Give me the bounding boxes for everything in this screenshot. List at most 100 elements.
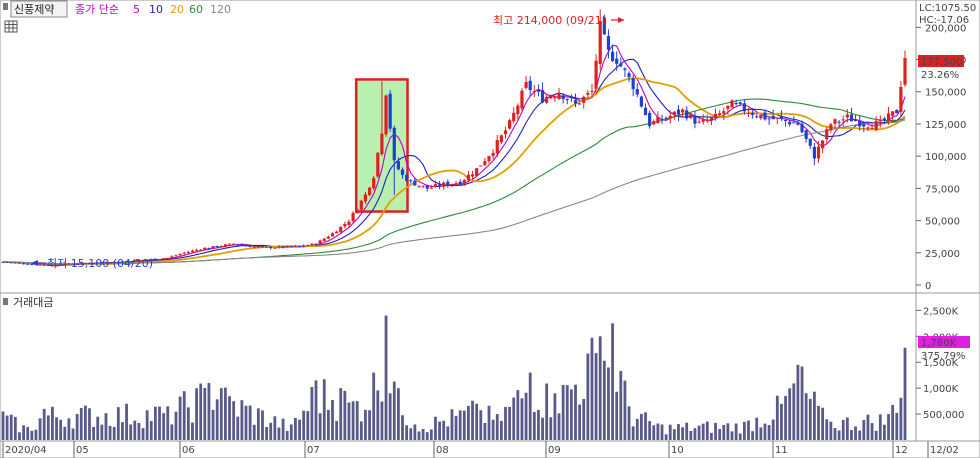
volume-bar (203, 387, 207, 440)
volume-bar (450, 409, 454, 440)
volume-bar (137, 422, 141, 440)
candle (680, 108, 685, 118)
volume-bar (248, 405, 252, 440)
candle (194, 248, 199, 252)
volume-bar (92, 426, 96, 440)
volume-bar (104, 413, 108, 440)
volume-bar (170, 424, 174, 440)
volume-bar (817, 405, 820, 440)
candle (116, 262, 120, 264)
candle (145, 259, 149, 261)
candle (5, 261, 9, 263)
candle (594, 54, 598, 95)
grid-icon[interactable] (4, 20, 18, 33)
candle (380, 81, 384, 156)
volume-bar (767, 425, 771, 440)
candle (606, 29, 611, 59)
candle (623, 67, 627, 77)
volume-bar (870, 423, 874, 440)
volume-bar (615, 391, 619, 440)
volume-bar (125, 403, 128, 440)
last-price-change: 23.26% (921, 70, 959, 81)
volume-bar (640, 413, 643, 440)
volume-bar (199, 383, 203, 440)
volume-bar (878, 414, 882, 440)
candle (269, 245, 273, 250)
volume-bar (145, 410, 149, 440)
volume-bar (491, 419, 495, 440)
candle (79, 262, 83, 264)
volume-bar (862, 420, 866, 440)
candle (771, 109, 775, 120)
candle (825, 126, 829, 144)
volume-bar (22, 425, 25, 440)
volume-bar (467, 406, 470, 440)
volume-bar (607, 367, 610, 440)
x-tick-label: 12 (895, 445, 908, 456)
candle (71, 263, 75, 265)
volume-bar (71, 428, 75, 440)
candle (816, 141, 821, 163)
volume-bar (277, 427, 281, 440)
candle (355, 207, 359, 214)
volume-bar (5, 415, 9, 440)
candle (388, 90, 392, 132)
candle (264, 246, 269, 248)
volume-bar (162, 413, 166, 440)
candle (314, 243, 318, 247)
ma-line-20 (2, 77, 906, 265)
stock-name-box[interactable] (10, 0, 68, 18)
volume-bars (1, 315, 907, 440)
volume-bar (742, 421, 746, 440)
volume-bar (302, 410, 306, 440)
candle (207, 247, 211, 249)
volume-bar (396, 388, 400, 440)
volume-bar (887, 414, 890, 440)
volume-bar (34, 429, 38, 440)
candle (516, 103, 520, 121)
volume-bar (438, 421, 441, 440)
volume-bar (759, 427, 763, 440)
candle (417, 185, 421, 188)
candle (149, 258, 153, 260)
volume-tick-label: 1,000K (923, 384, 959, 395)
volume-bar (446, 426, 450, 440)
candle (874, 116, 878, 132)
candle (409, 179, 413, 184)
volume-bar (780, 403, 783, 440)
candle (174, 254, 178, 257)
candle (429, 184, 433, 189)
volume-bar (289, 424, 293, 440)
candle (59, 264, 63, 267)
candle (792, 116, 796, 124)
volume-bar (788, 388, 792, 440)
candle (631, 74, 635, 97)
candle (759, 114, 763, 120)
volume-bar (689, 430, 693, 440)
candle (849, 107, 854, 122)
volume-bar (705, 421, 709, 440)
candle (565, 98, 569, 105)
volume-bar (376, 390, 380, 440)
volume-bar (631, 426, 635, 440)
candle (227, 243, 232, 245)
volume-bar (112, 426, 116, 440)
candle (400, 167, 405, 179)
stock-name[interactable]: 신풍제약 (14, 2, 54, 16)
candle (240, 243, 244, 246)
volume-bar (792, 383, 796, 440)
volume-bar (495, 414, 499, 440)
volume-bar (899, 397, 903, 440)
candle (87, 262, 92, 265)
x-tick-label: 11 (775, 445, 788, 456)
candle (376, 152, 380, 179)
volume-bar (903, 347, 907, 440)
volume-bar (351, 401, 355, 440)
candle (837, 119, 841, 128)
price-panel-frame (0, 0, 917, 294)
volume-bar (191, 422, 194, 440)
volume-bar (224, 387, 227, 440)
candle (882, 116, 887, 125)
volume-bar (207, 382, 211, 440)
